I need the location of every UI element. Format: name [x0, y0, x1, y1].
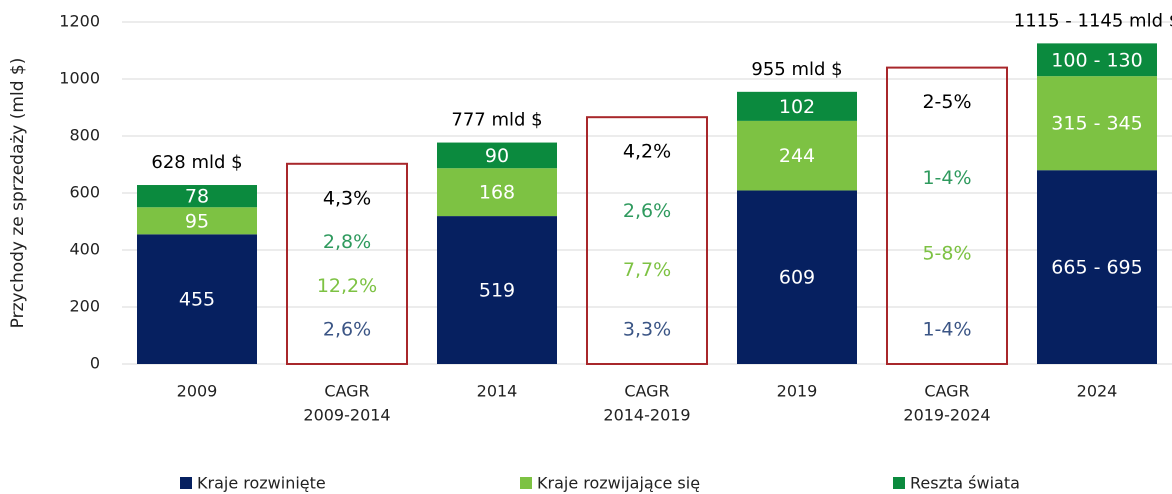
- data-label: 315 - 345: [1051, 113, 1142, 135]
- data-label: 95: [185, 210, 209, 232]
- legend-label: Reszta świata: [910, 474, 1020, 493]
- bar-segment: [137, 185, 257, 208]
- x-tick-label: CAGR: [924, 382, 969, 401]
- data-label: 244: [779, 145, 815, 167]
- bar-segment: [437, 142, 557, 169]
- cagr-label: 12,2%: [317, 275, 377, 297]
- cagr-label: 2,6%: [323, 319, 371, 341]
- data-label: 609: [779, 267, 815, 289]
- y-tick-label: 0: [90, 354, 100, 373]
- cagr-box: [286, 162, 408, 365]
- y-tick-label: 1000: [59, 69, 100, 88]
- cagr-total: 2-5%: [922, 91, 971, 113]
- x-tick-label: 2009: [177, 382, 218, 401]
- cagr-total: 4,2%: [623, 141, 671, 163]
- legend-swatch: [520, 477, 532, 489]
- total-label: 628 mld $: [151, 152, 242, 173]
- y-tick-label: 200: [69, 297, 100, 316]
- bar-segment: [737, 120, 857, 191]
- bar-segment: [1037, 43, 1157, 77]
- cagr-label: 5-8%: [922, 243, 971, 265]
- data-label: 78: [185, 186, 209, 208]
- cagr-label: 2,8%: [323, 231, 371, 253]
- bar-segment: [1037, 170, 1157, 364]
- x-tick-label: CAGR: [324, 382, 369, 401]
- data-label: 665 - 695: [1051, 257, 1142, 279]
- data-label: 519: [479, 280, 515, 302]
- total-label: 777 mld $: [451, 110, 542, 131]
- cagr-label: 3,3%: [623, 319, 671, 341]
- bar-segment: [137, 207, 257, 235]
- data-label: 455: [179, 289, 215, 311]
- y-axis-label: Przychody ze sprzedaży (mld $): [8, 58, 28, 329]
- cagr-box: [586, 116, 708, 365]
- y-tick-label: 600: [69, 183, 100, 202]
- legend-label: Kraje rozwinięte: [197, 474, 326, 493]
- legend-swatch: [893, 477, 905, 489]
- x-tick-label: 2014: [477, 382, 518, 401]
- cagr-total: 4,3%: [323, 187, 371, 209]
- total-label: 1115 - 1145 mld $: [1014, 10, 1172, 31]
- x-tick-label: 2019-2024: [903, 406, 990, 425]
- x-tick-label: 2014-2019: [603, 406, 690, 425]
- bar-segment: [137, 234, 257, 364]
- data-label: 90: [485, 145, 509, 167]
- y-tick-label: 1200: [59, 12, 100, 31]
- cagr-label: 1-4%: [922, 319, 971, 341]
- x-tick-label: 2019: [777, 382, 818, 401]
- data-label: 100 - 130: [1051, 49, 1142, 71]
- x-tick-label: CAGR: [624, 382, 669, 401]
- bar-segment: [437, 216, 557, 364]
- data-label: 168: [479, 182, 515, 204]
- x-tick-label: 2009-2014: [303, 406, 390, 425]
- legend-swatch: [180, 477, 192, 489]
- x-tick-label: 2024: [1077, 382, 1118, 401]
- data-label: 102: [779, 96, 815, 118]
- y-tick-label: 400: [69, 240, 100, 259]
- cagr-label: 1-4%: [922, 167, 971, 189]
- bar-segment: [737, 91, 857, 121]
- total-label: 955 mld $: [751, 59, 842, 80]
- bar-segment: [737, 190, 857, 364]
- cagr-label: 2,6%: [623, 200, 671, 222]
- y-tick-label: 800: [69, 126, 100, 145]
- bar-segment: [1037, 76, 1157, 171]
- cagr-box: [886, 66, 1008, 365]
- bar-segment: [437, 168, 557, 217]
- legend-label: Kraje rozwijające się: [537, 474, 700, 493]
- cagr-label: 7,7%: [623, 259, 671, 281]
